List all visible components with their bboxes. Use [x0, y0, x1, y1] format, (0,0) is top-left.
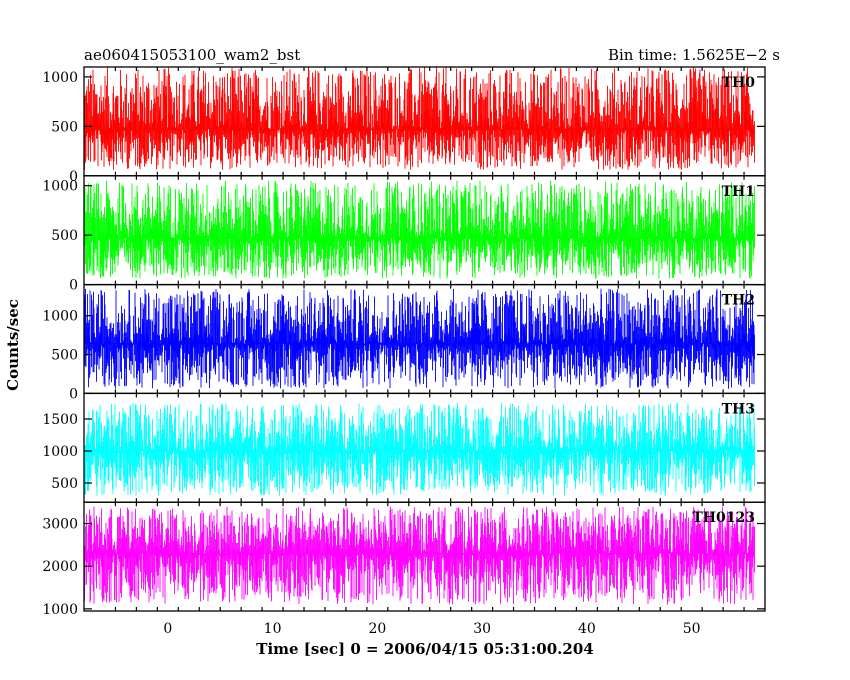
y-tick-label: 1000 — [42, 70, 78, 86]
panel-label: TH3 — [722, 401, 755, 417]
y-tick-label: 500 — [51, 348, 78, 364]
y-tick-label: 0 — [69, 386, 78, 402]
chart-subtitle: Bin time: 1.5625E−2 s — [608, 46, 780, 64]
panel-th0: 0 500 1000 TH0 — [42, 66, 766, 185]
series-th0123 — [83, 506, 755, 605]
panels-layer: 0 500 1000 TH0 0 500 1000 TH1 0 500 1000 TH2 500 1000… — [42, 66, 766, 618]
y-tick-label: 1500 — [42, 412, 78, 428]
panel-label: TH0123 — [692, 510, 755, 526]
panel-label: TH2 — [722, 293, 755, 309]
panel-label: TH1 — [722, 184, 755, 200]
y-tick-label: 0 — [69, 278, 78, 294]
panel-frame — [83, 501, 766, 612]
y-tick-label: 3000 — [42, 517, 78, 533]
x-tick-label: 20 — [368, 621, 386, 637]
y-tick-label: 1000 — [42, 309, 78, 325]
chart-title: ae060415053100_wam2_bst — [84, 46, 300, 64]
panel-label: TH0 — [722, 75, 756, 91]
panel-th1: 0 500 1000 TH1 — [42, 175, 766, 294]
x-axis-label: Time [sec] 0 = 2006/04/15 05:31:00.204 — [256, 640, 593, 658]
panel-th0123: 1000 2000 3000 TH0123 — [42, 501, 766, 618]
x-tick-label: 50 — [683, 621, 701, 637]
y-tick-label: 500 — [51, 228, 78, 244]
x-tick-label: 10 — [264, 621, 282, 637]
y-tick-label: 1000 — [42, 179, 78, 195]
y-tick-label: 500 — [51, 476, 78, 492]
y-tick-label: 1000 — [42, 602, 78, 618]
x-tick-label: 30 — [473, 621, 491, 637]
y-tick-label: 2000 — [42, 559, 78, 575]
series-th0 — [83, 67, 755, 170]
panel-th2: 0 500 1000 TH2 — [42, 283, 766, 402]
y-tick-label: 1000 — [42, 444, 78, 460]
panel-th3: 500 1000 1500 TH3 — [42, 392, 766, 503]
y-tick-label: 0 — [69, 169, 78, 185]
y-tick-label: 500 — [51, 119, 78, 135]
series-th2 — [83, 288, 755, 389]
y-axis-label: Counts/sec — [4, 299, 22, 391]
series-th3 — [83, 403, 755, 496]
series-th1 — [83, 180, 755, 279]
x-tick-labels: 0 10 20 30 40 50 — [163, 621, 700, 637]
x-tick-label: 0 — [163, 621, 172, 637]
x-tick-label: 40 — [578, 621, 596, 637]
